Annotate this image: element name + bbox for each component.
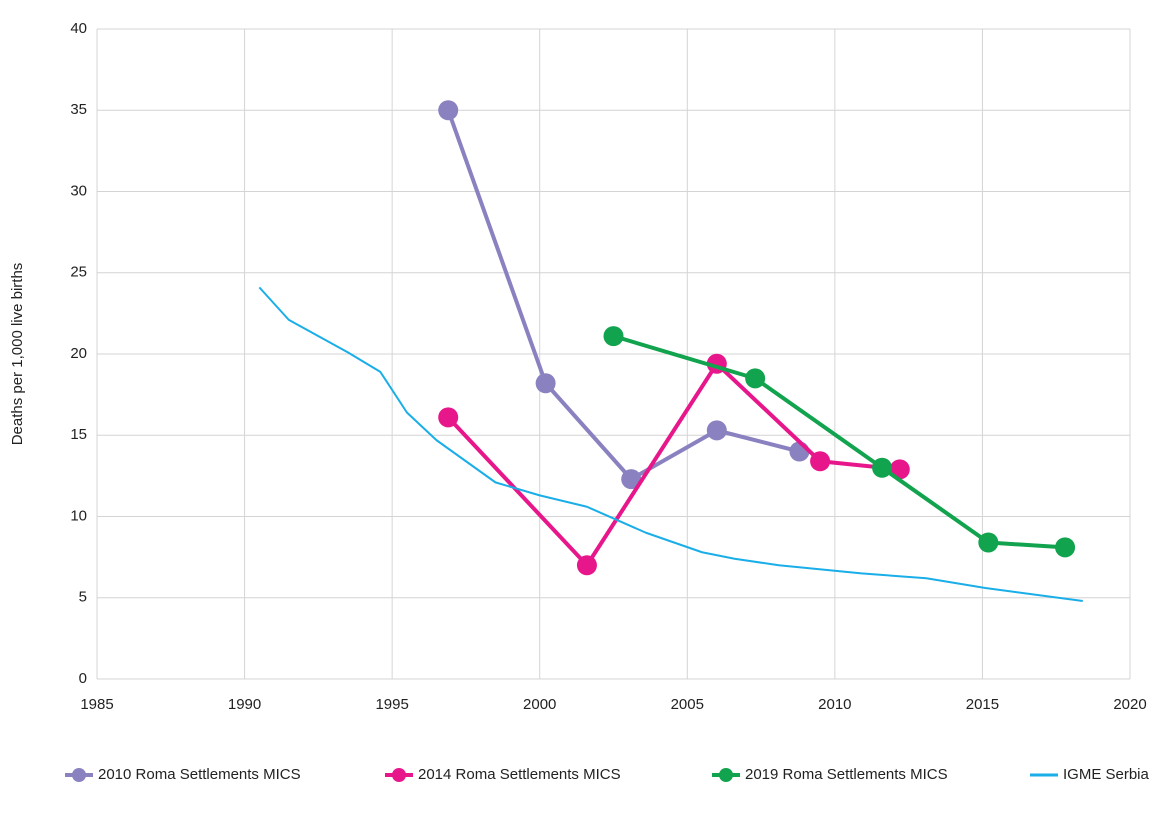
y-tick-label: 20 (70, 345, 87, 362)
x-tick-label: 1985 (80, 696, 113, 713)
legend-label: 2019 Roma Settlements MICS (745, 766, 948, 783)
legend-label: 2010 Roma Settlements MICS (98, 766, 301, 783)
x-tick-label: 2020 (1113, 696, 1146, 713)
data-point (438, 100, 459, 121)
data-point (810, 451, 831, 472)
y-tick-label: 10 (70, 507, 87, 524)
series-line (446, 361, 900, 568)
series-line (612, 334, 1066, 550)
y-tick-label: 40 (70, 20, 87, 37)
y-tick-label: 35 (70, 101, 87, 118)
data-point (978, 532, 999, 553)
legend-marker (72, 768, 86, 782)
y-tick-label: 15 (70, 426, 87, 443)
data-point (535, 373, 556, 394)
data-point (706, 420, 727, 441)
y-tick-label: 5 (79, 589, 87, 606)
legend-marker (392, 768, 406, 782)
data-point (576, 555, 597, 576)
legend-label: IGME Serbia (1063, 766, 1150, 783)
x-tick-label: 2010 (818, 696, 851, 713)
y-tick-label: 0 (79, 670, 87, 687)
data-point (872, 457, 893, 478)
x-tick-label: 2005 (671, 696, 704, 713)
series-line (446, 109, 800, 482)
x-tick-label: 1990 (228, 696, 261, 713)
legend-marker (719, 768, 733, 782)
x-tick-label: 2015 (966, 696, 999, 713)
data-point (438, 407, 459, 428)
y-tick-label: 25 (70, 264, 87, 281)
data-point (603, 326, 624, 347)
data-point (621, 469, 642, 490)
y-axis-label: Deaths per 1,000 live births (9, 263, 26, 446)
y-tick-label: 30 (70, 182, 87, 199)
legend-label: 2014 Roma Settlements MICS (418, 766, 621, 783)
x-tick-label: 2000 (523, 696, 556, 713)
x-tick-label: 1995 (375, 696, 408, 713)
series-line (258, 286, 1083, 602)
data-point (1055, 537, 1076, 558)
data-point (745, 368, 766, 389)
